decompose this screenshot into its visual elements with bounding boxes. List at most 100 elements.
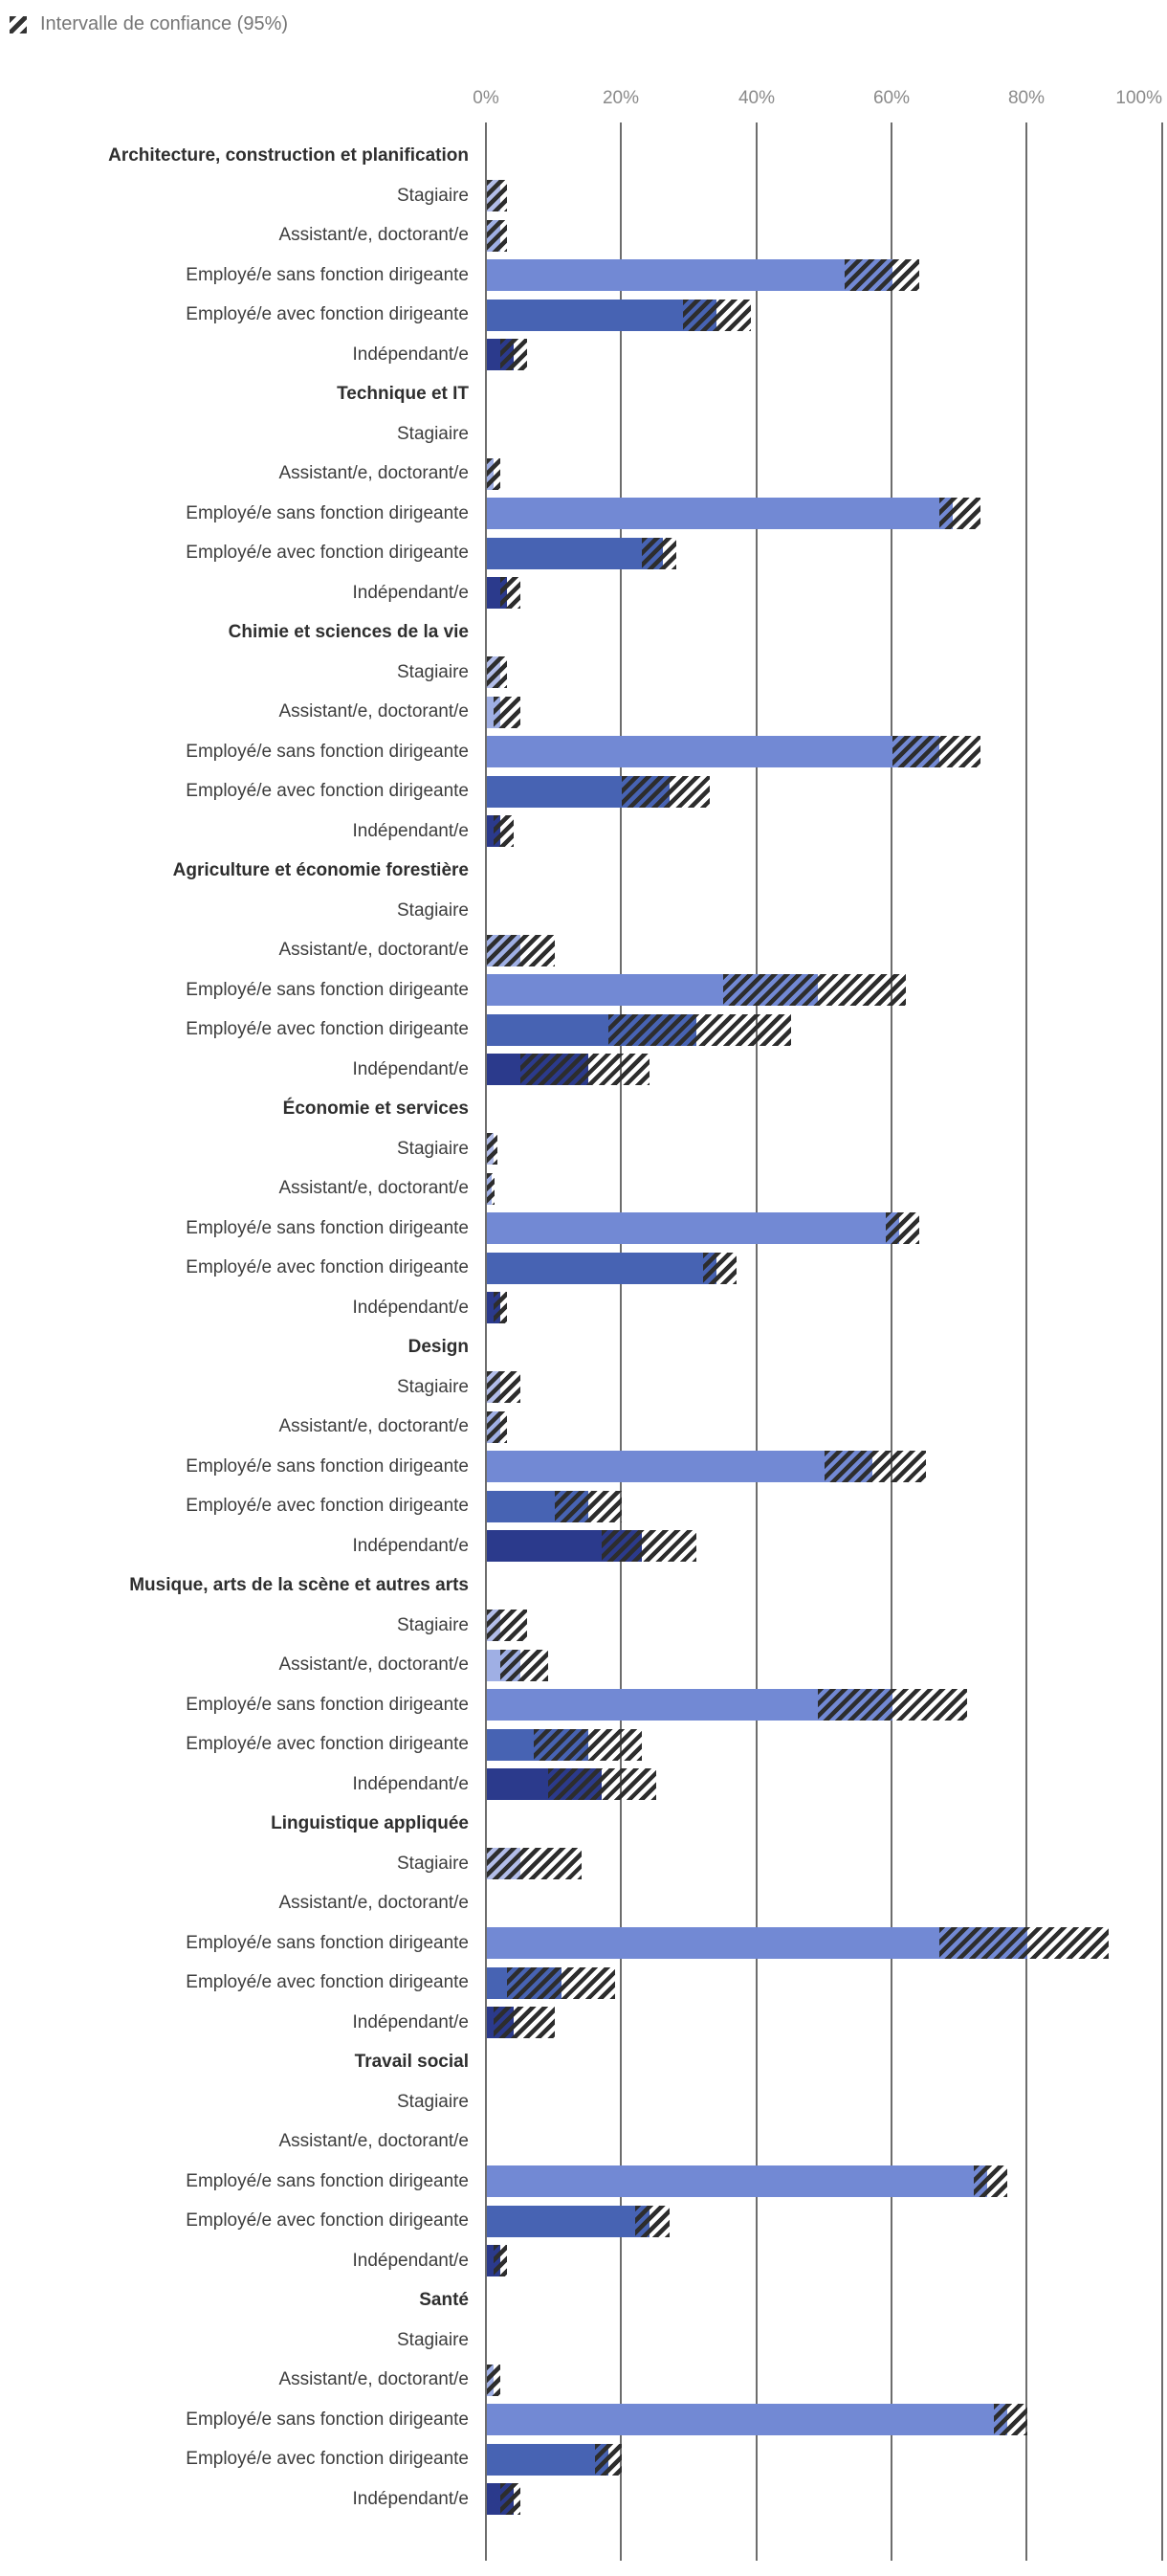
confidence-interval-hatch bbox=[494, 815, 515, 847]
row-label: Assistant/e, doctorant/e bbox=[278, 225, 469, 246]
bar-segment[interactable] bbox=[487, 2404, 1007, 2435]
confidence-interval-hatch bbox=[554, 1490, 623, 1522]
row-label: Employé/e sans fonction dirigeante bbox=[186, 264, 469, 285]
data-row: Stagiaire bbox=[0, 1129, 1167, 1169]
category-row: Architecture, construction et planificat… bbox=[0, 136, 1167, 176]
row-label: Employé/e avec fonction dirigeante bbox=[186, 2210, 469, 2232]
bar-segment[interactable] bbox=[487, 2205, 650, 2237]
row-label: Stagiaire bbox=[397, 1853, 469, 1874]
data-row: Indépendant/e bbox=[0, 811, 1167, 852]
row-label: Assistant/e, doctorant/e bbox=[278, 1416, 469, 1437]
data-row: Employé/e avec fonction dirigeante bbox=[0, 1248, 1167, 1288]
row-label: Employé/e avec fonction dirigeante bbox=[186, 1257, 469, 1278]
confidence-interval-hatch bbox=[507, 1966, 616, 1999]
row-label: Employé/e sans fonction dirigeante bbox=[186, 1455, 469, 1477]
bar-segment[interactable] bbox=[487, 1252, 717, 1284]
data-row: Indépendant/e bbox=[0, 1050, 1167, 1090]
data-row: Indépendant/e bbox=[0, 2479, 1167, 2520]
bar-segment[interactable] bbox=[487, 498, 954, 529]
row-label: Stagiaire bbox=[397, 423, 469, 444]
category-label: Technique et IT bbox=[337, 384, 469, 405]
data-row: Stagiaire bbox=[0, 176, 1167, 216]
row-label: Indépendant/e bbox=[352, 2250, 469, 2271]
confidence-interval-hatch bbox=[973, 2165, 1007, 2197]
bar-segment[interactable] bbox=[487, 537, 663, 569]
x-axis-tick: 20% bbox=[602, 88, 640, 108]
legend-item-confidence-interval[interactable]: Intervalle de confiance (95%) bbox=[10, 13, 288, 35]
bar-segment[interactable] bbox=[487, 1451, 872, 1482]
data-row: Stagiaire bbox=[0, 891, 1167, 931]
bar-segment[interactable] bbox=[487, 259, 892, 291]
confidence-interval-hatch bbox=[487, 1410, 508, 1443]
x-axis-tick: 60% bbox=[872, 88, 911, 108]
row-label: Assistant/e, doctorant/e bbox=[278, 463, 469, 484]
row-label: Indépendant/e bbox=[352, 2011, 469, 2032]
row-label: Employé/e sans fonction dirigeante bbox=[186, 1694, 469, 1715]
data-row: Employé/e sans fonction dirigeante bbox=[0, 1685, 1167, 1725]
row-label: Indépendant/e bbox=[352, 820, 469, 841]
confidence-interval-hatch bbox=[993, 2404, 1028, 2435]
bar-segment[interactable] bbox=[487, 2443, 609, 2476]
confidence-interval-hatch bbox=[487, 1172, 495, 1205]
row-label: Employé/e avec fonction dirigeante bbox=[186, 2449, 469, 2470]
category-label: Design bbox=[407, 1337, 469, 1358]
data-row: Employé/e sans fonction dirigeante bbox=[0, 1209, 1167, 1249]
data-row: Stagiaire bbox=[0, 414, 1167, 455]
data-row: Stagiaire bbox=[0, 1606, 1167, 1646]
row-label: Employé/e avec fonction dirigeante bbox=[186, 1734, 469, 1755]
bar-segment[interactable] bbox=[487, 736, 940, 767]
gridline bbox=[756, 122, 758, 2561]
confidence-interval-hatch-icon bbox=[10, 15, 27, 33]
confidence-interval-hatch bbox=[608, 1013, 791, 1046]
data-row: Employé/e sans fonction dirigeante bbox=[0, 732, 1167, 772]
confidence-interval-hatch bbox=[494, 1292, 508, 1323]
data-row: Indépendant/e bbox=[0, 335, 1167, 375]
category-row: Travail social bbox=[0, 2042, 1167, 2082]
data-row: Assistant/e, doctorant/e bbox=[0, 1883, 1167, 1923]
row-label: Assistant/e, doctorant/e bbox=[278, 1893, 469, 1914]
data-row: Employé/e avec fonction dirigeante bbox=[0, 2201, 1167, 2241]
bar-segment[interactable] bbox=[487, 2165, 987, 2197]
row-label: Employé/e sans fonction dirigeante bbox=[186, 1217, 469, 1238]
row-label: Employé/e avec fonction dirigeante bbox=[186, 1496, 469, 1517]
x-axis-tick: 0% bbox=[473, 88, 499, 108]
confidence-interval-hatch bbox=[500, 1649, 548, 1681]
data-row: Employé/e avec fonction dirigeante bbox=[0, 1724, 1167, 1765]
category-row: Santé bbox=[0, 2280, 1167, 2321]
data-row: Assistant/e, doctorant/e bbox=[0, 1407, 1167, 1447]
bar-segment[interactable] bbox=[487, 299, 717, 331]
confidence-interval-hatch bbox=[487, 934, 555, 966]
data-row: Employé/e avec fonction dirigeante bbox=[0, 771, 1167, 811]
data-row: Employé/e sans fonction dirigeante bbox=[0, 255, 1167, 296]
bar-segment[interactable] bbox=[487, 1927, 1028, 1959]
confidence-interval-hatch bbox=[487, 1610, 528, 1641]
row-label: Employé/e sans fonction dirigeante bbox=[186, 2409, 469, 2430]
category-label: Chimie et sciences de la vie bbox=[228, 622, 469, 643]
row-label: Stagiaire bbox=[397, 2329, 469, 2350]
data-row: Employé/e sans fonction dirigeante bbox=[0, 2162, 1167, 2202]
x-axis-tick: 100% bbox=[1115, 88, 1162, 108]
confidence-interval-hatch bbox=[818, 1689, 967, 1721]
confidence-interval-hatch bbox=[520, 1054, 650, 1085]
row-label: Stagiaire bbox=[397, 1614, 469, 1635]
row-label: Employé/e sans fonction dirigeante bbox=[186, 979, 469, 1000]
confidence-interval-hatch bbox=[723, 974, 907, 1006]
row-label: Employé/e avec fonction dirigeante bbox=[186, 1019, 469, 1040]
confidence-interval-hatch bbox=[487, 457, 501, 490]
x-axis-tick: 80% bbox=[1007, 88, 1046, 108]
confidence-interval-hatch bbox=[487, 1371, 521, 1403]
data-row: Assistant/e, doctorant/e bbox=[0, 930, 1167, 970]
row-label: Assistant/e, doctorant/e bbox=[278, 2131, 469, 2152]
confidence-interval-hatch bbox=[487, 1133, 497, 1165]
row-label: Indépendant/e bbox=[352, 582, 469, 603]
bar-segment[interactable] bbox=[487, 1212, 899, 1244]
category-row: Économie et services bbox=[0, 1089, 1167, 1129]
data-row: Stagiaire bbox=[0, 653, 1167, 693]
data-row: Employé/e sans fonction dirigeante bbox=[0, 494, 1167, 534]
confidence-interval-hatch bbox=[892, 736, 980, 767]
gridline bbox=[1025, 122, 1027, 2561]
confidence-interval-hatch bbox=[487, 2364, 501, 2396]
row-label: Employé/e sans fonction dirigeante bbox=[186, 502, 469, 523]
category-row: Technique et IT bbox=[0, 374, 1167, 414]
confidence-interval-hatch bbox=[494, 696, 521, 728]
